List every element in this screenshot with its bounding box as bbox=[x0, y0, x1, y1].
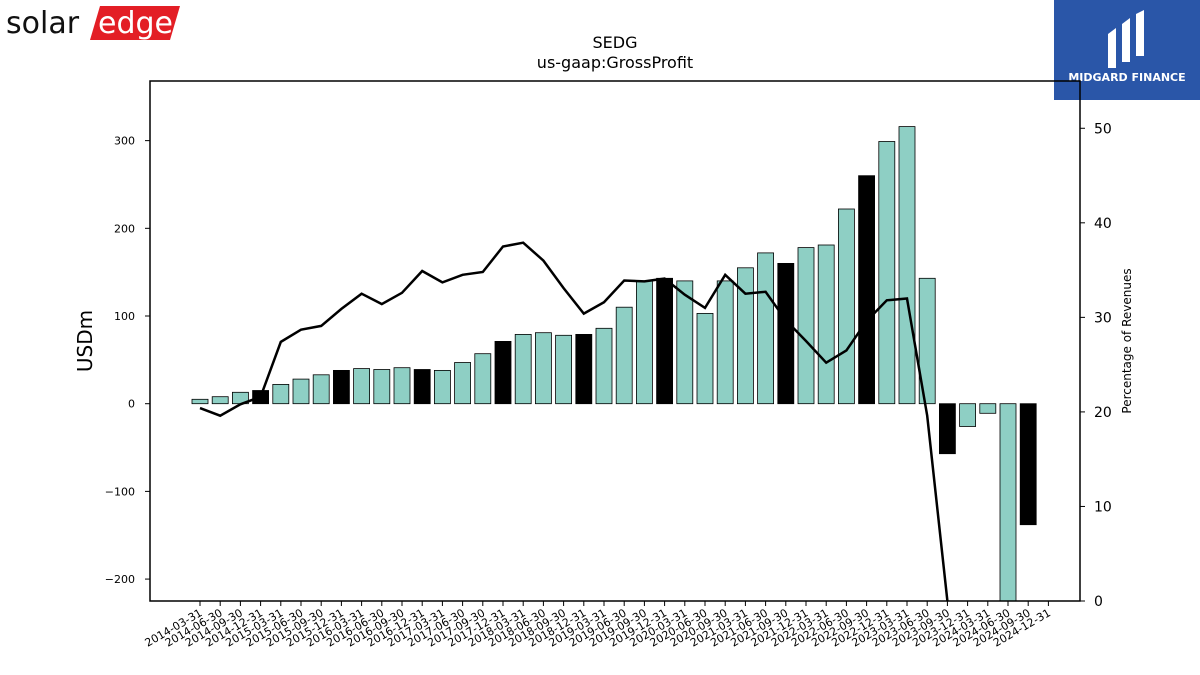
solaredge-logo-red-band bbox=[90, 6, 180, 40]
bar bbox=[918, 277, 936, 405]
x-axis: 2014-03-312014-06-302014-09-302014-12-31… bbox=[143, 601, 1053, 650]
bars-group bbox=[191, 126, 1037, 602]
bar bbox=[474, 353, 492, 405]
midgard-finance-logo: MIDGARD FINANCE bbox=[1054, 0, 1200, 100]
gross-margin-line bbox=[199, 241, 949, 602]
y-tick-label: 200 bbox=[114, 222, 135, 235]
bar bbox=[413, 369, 431, 405]
bar bbox=[999, 403, 1017, 602]
bar bbox=[353, 368, 371, 405]
bar bbox=[555, 334, 572, 405]
bar bbox=[272, 383, 290, 405]
bar bbox=[696, 312, 714, 405]
bar bbox=[737, 267, 754, 405]
bar bbox=[433, 369, 451, 405]
plot-frame bbox=[149, 80, 1081, 602]
y-tick-label: 0 bbox=[128, 398, 135, 411]
y-tick-label: 100 bbox=[114, 310, 135, 323]
bar bbox=[939, 403, 956, 455]
midgard-logo-text: MIDGARD FINANCE bbox=[1068, 71, 1185, 84]
bar bbox=[332, 369, 350, 405]
bar bbox=[454, 362, 472, 405]
left-y-axis: −200 −100 0 100 200 300 bbox=[105, 135, 150, 586]
bar bbox=[898, 126, 916, 405]
midgard-logo-mark-icon bbox=[1108, 10, 1144, 68]
solaredge-logo: solar edge bbox=[6, 6, 180, 41]
bar bbox=[211, 396, 229, 405]
y2-tick-label: 40 bbox=[1094, 216, 1112, 232]
bar bbox=[393, 367, 411, 405]
chart-subtitle: us-gaap:GrossProfit bbox=[537, 53, 693, 72]
bar bbox=[817, 244, 835, 405]
bar bbox=[292, 378, 310, 405]
bar bbox=[757, 252, 774, 405]
y2-tick-label: 20 bbox=[1094, 405, 1112, 421]
bar bbox=[514, 333, 532, 405]
bar bbox=[797, 247, 815, 405]
bar bbox=[535, 332, 552, 405]
bar bbox=[858, 175, 875, 405]
bar bbox=[595, 327, 613, 405]
bar bbox=[1019, 403, 1037, 526]
right-y-axis: 0 10 20 30 40 50 bbox=[1080, 121, 1112, 610]
bar bbox=[959, 403, 976, 427]
bar bbox=[312, 374, 330, 405]
bar bbox=[838, 208, 855, 405]
y-tick-label: −200 bbox=[105, 573, 135, 586]
solaredge-logo-text-edge: edge bbox=[98, 6, 173, 41]
y-tick-label: 300 bbox=[114, 135, 135, 148]
bar bbox=[716, 280, 734, 405]
y2-tick-label: 30 bbox=[1094, 310, 1112, 326]
y2-axis-label: Percentage of Revenues bbox=[1120, 268, 1134, 413]
bar bbox=[494, 340, 512, 405]
bar bbox=[676, 280, 694, 405]
bar bbox=[656, 277, 673, 405]
bar bbox=[191, 398, 209, 405]
bar bbox=[777, 262, 795, 405]
bar bbox=[373, 369, 391, 405]
y-tick-label: −100 bbox=[105, 485, 135, 498]
y2-tick-label: 0 bbox=[1094, 594, 1103, 610]
bar bbox=[979, 403, 997, 414]
bar bbox=[575, 333, 593, 405]
y-axis-label: USDm bbox=[73, 310, 97, 372]
bar bbox=[878, 141, 896, 405]
bar bbox=[636, 280, 653, 405]
chart-title: SEDG bbox=[593, 33, 638, 52]
y2-tick-label: 10 bbox=[1094, 499, 1112, 515]
y2-tick-label: 50 bbox=[1094, 121, 1112, 137]
bar bbox=[615, 306, 633, 405]
solaredge-logo-text-solar: solar bbox=[6, 6, 80, 41]
